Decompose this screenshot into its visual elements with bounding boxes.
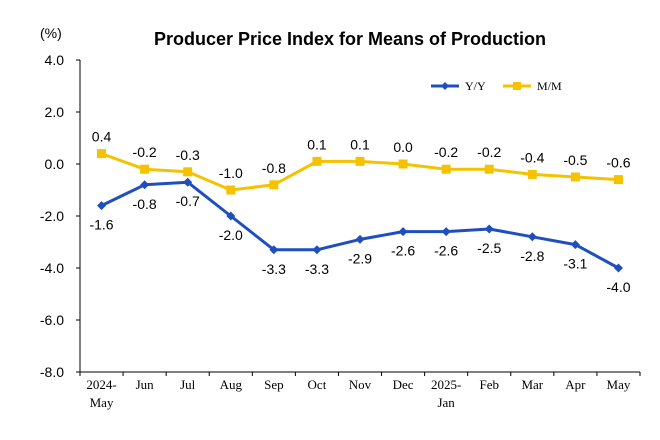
legend-marker-diamond — [441, 82, 449, 90]
mm-point — [613, 175, 623, 185]
mm-data-label: -1.0 — [219, 165, 243, 181]
yy-data-label: -1.6 — [89, 217, 113, 233]
mm-data-label: -0.6 — [606, 155, 630, 171]
chart-title: Producer Price Index for Means of Produc… — [154, 29, 546, 49]
y-tick-label: -8.0 — [40, 364, 64, 380]
mm-data-label: 0.4 — [92, 129, 112, 145]
yy-point — [570, 240, 580, 250]
mm-data-label: -0.2 — [133, 144, 157, 160]
mm-point — [441, 164, 451, 174]
mm-data-label: 0.1 — [350, 136, 370, 152]
yy-point — [269, 245, 279, 255]
yy-data-label: -3.1 — [563, 256, 587, 272]
yy-data-label: -2.6 — [434, 243, 458, 259]
yy-point — [441, 227, 451, 237]
x-tick-label: Sep — [264, 377, 284, 392]
yy-point — [355, 234, 365, 244]
y-tick-label: -4.0 — [40, 260, 64, 276]
x-tick-label: 2025-Jan — [431, 377, 461, 410]
yy-data-label: -2.6 — [391, 243, 415, 259]
yy-data-label: -2.5 — [477, 240, 501, 256]
mm-point — [97, 149, 107, 159]
yy-point — [613, 263, 623, 273]
mm-data-label: -0.5 — [563, 152, 587, 168]
yy-point — [527, 232, 537, 242]
yy-point — [97, 201, 107, 211]
y-axis-ticks: 4.0 2.0 0.0 -2.0 -4.0 -6.0 -8.0 — [40, 52, 80, 380]
mm-data-label: -0.4 — [520, 149, 544, 165]
y-unit-label: (%) — [40, 25, 62, 41]
mm-data-label: -0.3 — [176, 147, 200, 163]
mm-point — [312, 156, 322, 166]
mm-data-label: 0.0 — [393, 139, 413, 155]
mm-point — [527, 169, 537, 179]
y-tick-label: -6.0 — [40, 312, 64, 328]
legend-label: M/M — [537, 79, 562, 93]
mm-point — [183, 167, 193, 177]
yy-data-label: -0.8 — [133, 196, 157, 212]
yy-point — [484, 224, 494, 234]
legend-label: Y/Y — [465, 79, 486, 93]
yy-point — [226, 211, 236, 221]
mm-point — [570, 172, 580, 182]
mm-data-label: 0.1 — [307, 136, 327, 152]
yy-point — [183, 177, 193, 187]
mm-point — [398, 159, 408, 169]
yy-data-label: -2.8 — [520, 248, 544, 264]
x-tick-label: Jun — [136, 377, 155, 392]
x-tick-label: Nov — [349, 377, 372, 392]
x-tick-label: Mar — [521, 377, 543, 392]
yy-data-label: -0.7 — [176, 193, 200, 209]
mm-point — [484, 164, 494, 174]
y-tick-label: -2.0 — [40, 208, 64, 224]
yy-data-label: -2.9 — [348, 250, 372, 266]
x-tick-label: Feb — [479, 377, 499, 392]
yy-point — [398, 227, 408, 237]
x-tick-label: Apr — [565, 377, 586, 392]
mm-point — [140, 164, 150, 174]
mm-data-label: -0.8 — [262, 160, 286, 176]
mm-point — [355, 156, 365, 166]
data-labels: -1.6 -0.8 -0.7 -2.0 -3.3 -3.3 -2.9 -2.6 -2.6 -2.5… — [89, 129, 630, 295]
mm-data-label: -0.2 — [477, 144, 501, 160]
axes — [79, 60, 640, 373]
yy-data-label: -3.3 — [262, 261, 286, 277]
y-tick-label: 4.0 — [45, 52, 65, 68]
x-tick-label: Oct — [308, 377, 327, 392]
y-tick-label: 2.0 — [45, 104, 65, 120]
x-tick-label: Dec — [393, 377, 414, 392]
yy-data-label: -4.0 — [606, 279, 630, 295]
mm-point — [226, 185, 236, 195]
legend-marker-square — [513, 82, 521, 90]
yy-point — [140, 180, 150, 190]
x-tick-label: Jul — [180, 377, 196, 392]
mm-data-label: -0.2 — [434, 144, 458, 160]
x-tick-label: Aug — [220, 377, 243, 392]
x-axis-ticks: 2024-May Jun Jul Aug Sep Oct Nov Dec 2025-Jan Feb… — [79, 372, 641, 410]
y-tick-label: 0.0 — [45, 156, 65, 172]
mm-point — [269, 180, 279, 190]
yy-data-label: -2.0 — [219, 227, 243, 243]
x-tick-label: 2024-May — [86, 377, 116, 410]
x-tick-label: May — [607, 377, 631, 392]
yy-point — [312, 245, 322, 255]
legend: Y/Y M/M — [431, 79, 562, 93]
yy-data-label: -3.3 — [305, 261, 329, 277]
series-layer — [97, 149, 623, 273]
